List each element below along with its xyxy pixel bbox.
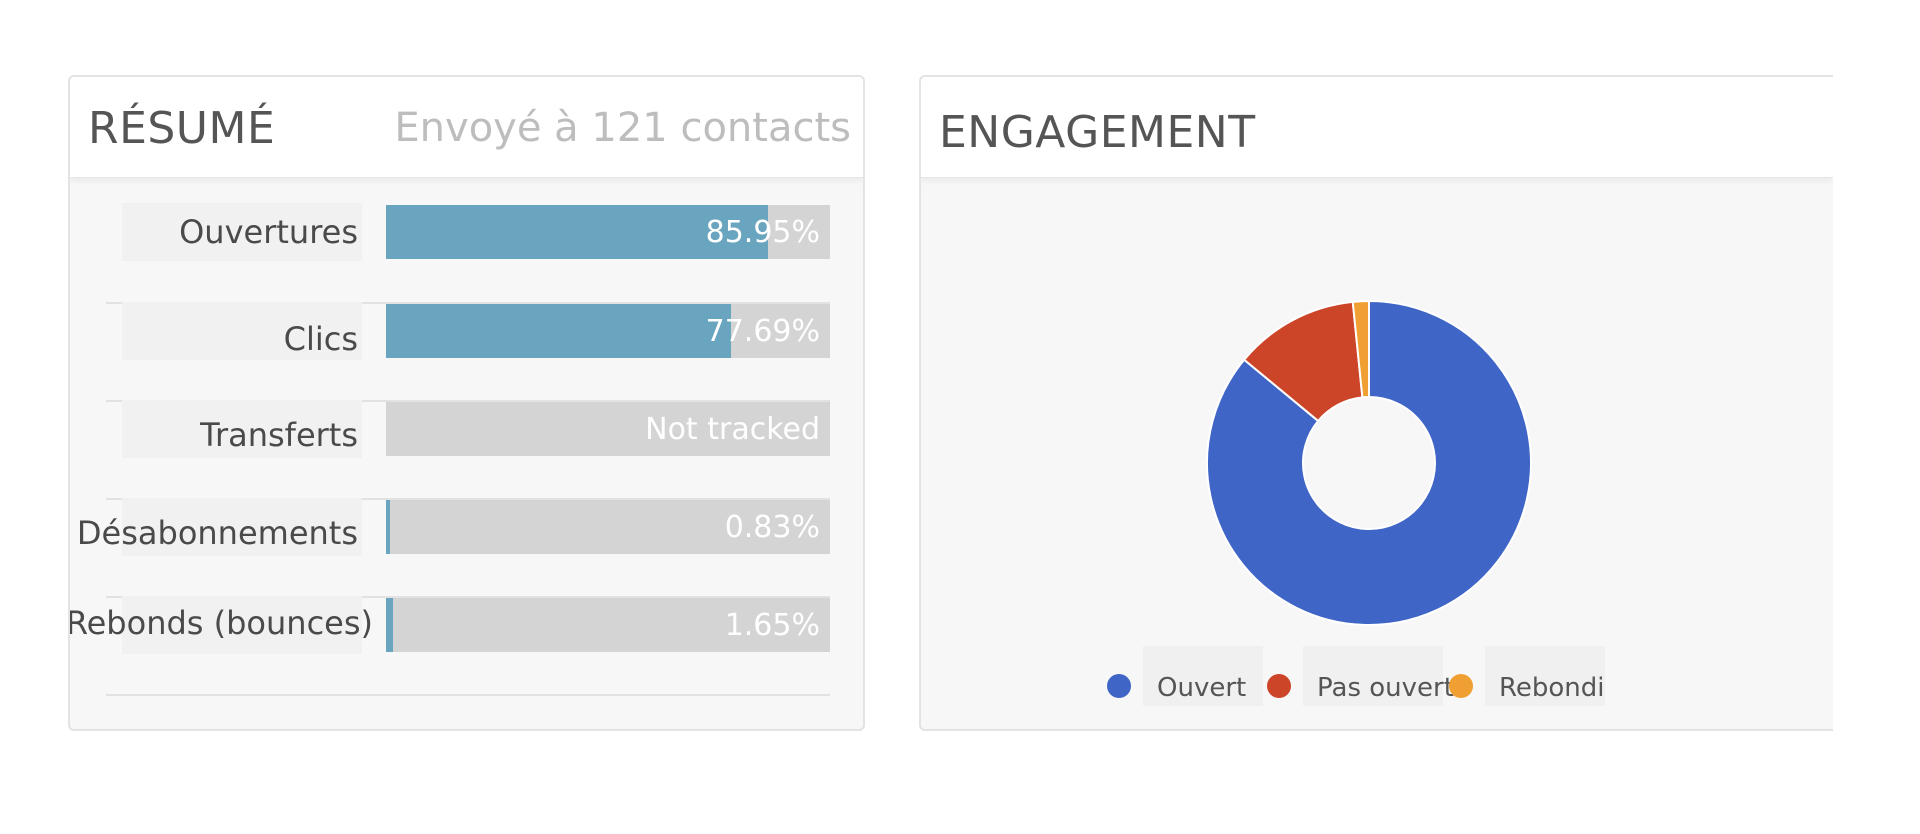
engagement-title: ENGAGEMENT	[939, 107, 1256, 158]
metric-bar-fill	[386, 500, 390, 554]
legend-item-bg	[1143, 646, 1263, 706]
donut-slices	[1206, 299, 1532, 626]
metric-label-bg	[122, 596, 362, 654]
legend-swatch	[1267, 674, 1291, 698]
legend-label[interactable]: Rebondi	[1499, 673, 1605, 703]
summary-panel: RÉSUMÉ Envoyé à 121 contacts Ouvertures …	[68, 75, 865, 731]
metric-value: 85.95%	[705, 215, 820, 250]
engagement-donut-chart: Ouvert Pas ouvert Rebondi	[1107, 299, 1605, 706]
row-divider	[106, 302, 830, 304]
chart-legend: Ouvert Pas ouvert Rebondi	[1107, 646, 1605, 706]
metric-bar: Not tracked	[386, 402, 830, 456]
metric-label: Désabonnements	[76, 514, 358, 552]
metric-label: Transferts	[200, 416, 358, 454]
metric-bar-fill	[386, 304, 731, 358]
metric-row-opens: Ouvertures 85.95%	[70, 203, 863, 301]
legend-label[interactable]: Pas ouvert	[1317, 673, 1454, 703]
metric-label: Ouvertures	[179, 213, 358, 251]
metric-label-bg	[122, 203, 362, 261]
engagement-panel: ENGAGEMENT Ouvert Pas ouvert Rebondi	[919, 75, 1833, 731]
legend-item-bg	[1303, 646, 1443, 706]
metric-label: Rebonds (bounces)	[68, 604, 373, 642]
metric-value: 77.69%	[705, 314, 820, 349]
metric-label-bg	[122, 498, 362, 556]
summary-header: RÉSUMÉ Envoyé à 121 contacts	[70, 77, 863, 178]
metric-label-bg	[122, 302, 362, 360]
summary-title: RÉSUMÉ	[88, 103, 276, 154]
row-divider	[106, 498, 830, 500]
metric-label: Clics	[283, 320, 358, 358]
metric-bar: 85.95%	[386, 205, 830, 259]
engagement-header: ENGAGEMENT	[921, 77, 1833, 178]
summary-subtitle: Envoyé à 121 contacts	[394, 105, 851, 151]
metric-bar: 1.65%	[386, 598, 830, 652]
metric-row-forwards: Transferts Not tracked	[70, 400, 863, 498]
metric-bar-fill	[386, 205, 768, 259]
metric-label-bg	[122, 400, 362, 458]
legend-label[interactable]: Ouvert	[1157, 673, 1246, 703]
metric-value: 0.83%	[724, 510, 820, 545]
donut-slice-ouvert[interactable]	[1206, 299, 1532, 626]
metric-bar: 77.69%	[386, 304, 830, 358]
row-divider	[106, 596, 830, 598]
metric-value: 1.65%	[724, 608, 820, 643]
metric-row-clicks: Clics 77.69%	[70, 302, 863, 400]
metric-bar: 0.83%	[386, 500, 830, 554]
metric-row-unsubscribes: Désabonnements 0.83%	[70, 498, 863, 596]
row-divider	[106, 694, 830, 696]
metric-bar-fill	[386, 598, 394, 652]
metric-row-bounces: Rebonds (bounces) 1.65%	[70, 596, 863, 694]
legend-item-bg	[1485, 646, 1605, 706]
row-divider	[106, 400, 830, 402]
legend-swatch	[1107, 674, 1131, 698]
legend-swatch	[1449, 674, 1473, 698]
metric-value: Not tracked	[645, 412, 820, 447]
donut-slice-rebondi[interactable]	[1351, 299, 1370, 399]
